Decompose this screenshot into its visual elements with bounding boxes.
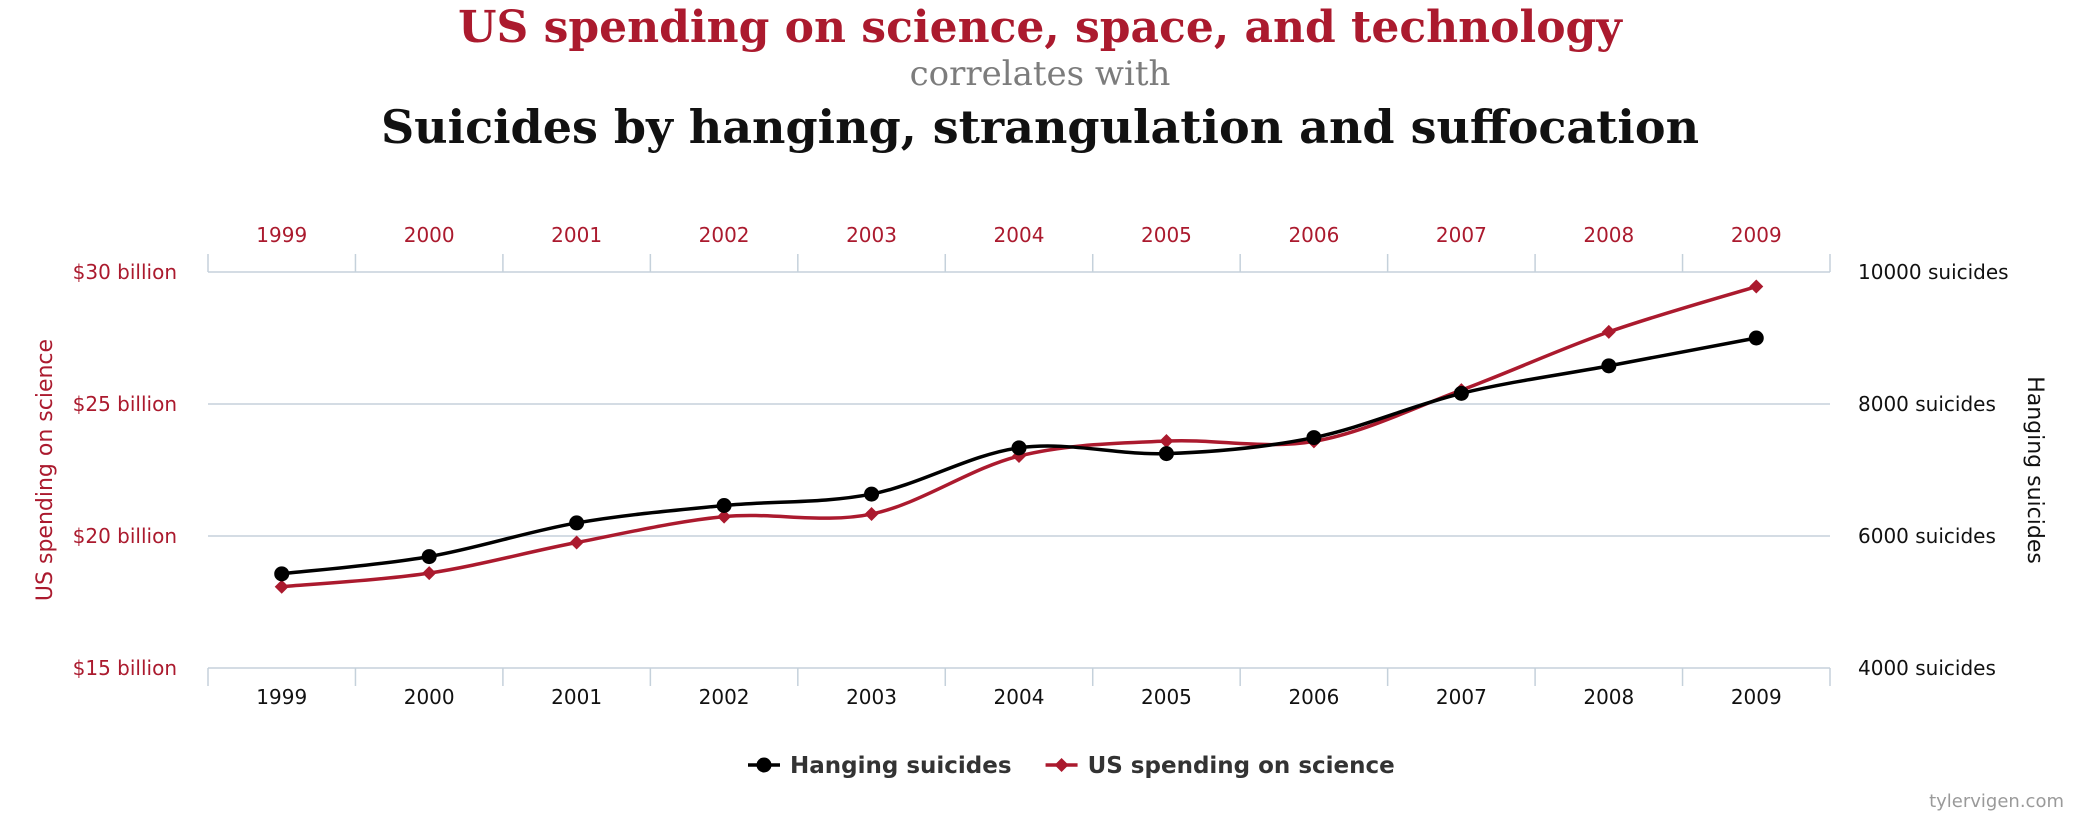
- x-tick-label-top: 2002: [699, 223, 750, 247]
- watermark: tylervigen.com: [1929, 791, 2064, 812]
- x-tick-label-bottom: 2007: [1436, 685, 1487, 709]
- x-tick-label-bottom: 2001: [551, 685, 602, 709]
- spending-point: [1601, 324, 1616, 339]
- suicides-point: [864, 486, 880, 502]
- suicides-point: [1158, 446, 1174, 462]
- title-top: US spending on science, space, and techn…: [458, 2, 1622, 53]
- x-tick-label-top: 2003: [846, 223, 897, 247]
- y-left-axis-title: US spending on science: [33, 339, 58, 601]
- x-tick-label-top: 2006: [1288, 223, 1339, 247]
- spending-point: [274, 579, 289, 594]
- x-tick-label-bottom: 2008: [1583, 685, 1634, 709]
- title-middle: correlates with: [909, 54, 1171, 94]
- y-left-tick-label: $25 billion: [73, 392, 177, 416]
- suicides-point: [1306, 430, 1322, 446]
- x-tick-label-top: 2005: [1141, 223, 1192, 247]
- suicides-point: [569, 515, 585, 531]
- legend-marker: [1054, 758, 1069, 772]
- title-bottom: Suicides by hanging, strangulation and s…: [380, 100, 1700, 154]
- x-tick-label-bottom: 1999: [256, 685, 307, 709]
- y-left-tick-label: $30 billion: [73, 260, 177, 284]
- suicides-point: [716, 498, 732, 514]
- y-right-tick-label: 6000 suicides: [1858, 524, 1996, 548]
- x-tick-label-top: 2008: [1583, 223, 1634, 247]
- suicides-point: [1601, 358, 1617, 374]
- y-left-tick-label: $20 billion: [73, 524, 177, 548]
- spending-line: [281, 284, 1757, 589]
- y-left-tick-label: $15 billion: [73, 656, 177, 680]
- suicides-point: [1748, 330, 1764, 346]
- spending-point: [1159, 434, 1174, 449]
- x-tick-label-top: 2001: [551, 223, 602, 247]
- legend-item-label: Hanging suicides: [790, 753, 1012, 779]
- x-tick-label-bottom: 2009: [1731, 685, 1782, 709]
- x-tick-label-top: 2004: [994, 223, 1045, 247]
- spending-point: [864, 507, 879, 522]
- x-tick-label-top: 2009: [1731, 223, 1782, 247]
- x-tick-label-bottom: 2004: [994, 685, 1045, 709]
- y-right-tick-label: 4000 suicides: [1858, 656, 1996, 680]
- x-tick-label-top: 1999: [256, 223, 307, 247]
- suicides-point: [1011, 440, 1027, 456]
- y-right-tick-label: 10000 suicides: [1858, 260, 2009, 284]
- x-tick-label-bottom: 2002: [699, 685, 750, 709]
- spending-point: [569, 535, 584, 550]
- legend-item-label: US spending on science: [1088, 753, 1395, 779]
- suicides-point: [421, 549, 437, 565]
- legend-marker: [756, 757, 772, 773]
- y-right-tick-label: 8000 suicides: [1858, 392, 1996, 416]
- y-right-axis-title: Hanging suicides: [2022, 376, 2047, 564]
- x-tick-label-bottom: 2005: [1141, 685, 1192, 709]
- suicides-point: [1453, 385, 1469, 401]
- spending-point: [1749, 279, 1764, 294]
- x-tick-label-top: 2000: [404, 223, 455, 247]
- x-tick-label-top: 2007: [1436, 223, 1487, 247]
- x-tick-label-bottom: 2003: [846, 685, 897, 709]
- spending-point: [717, 509, 732, 524]
- x-tick-label-bottom: 2000: [404, 685, 455, 709]
- suicides-point: [274, 566, 290, 582]
- spending-point: [422, 566, 437, 581]
- x-tick-label-bottom: 2006: [1288, 685, 1339, 709]
